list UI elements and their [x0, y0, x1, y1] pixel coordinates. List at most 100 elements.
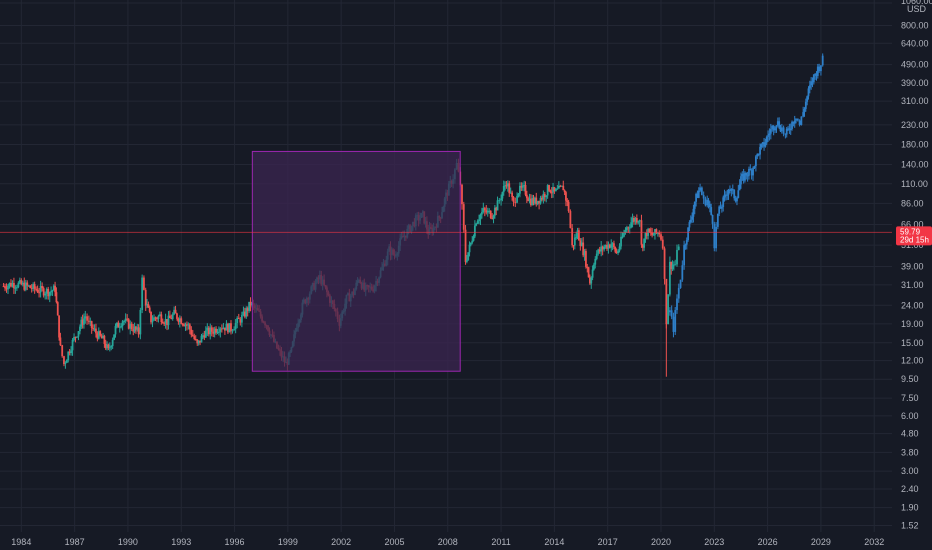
- x-tick-label: 2008: [438, 537, 458, 547]
- candle-body: [615, 251, 618, 254]
- candle-body: [163, 323, 166, 325]
- candle-body: [234, 322, 237, 330]
- candle-body: [524, 184, 527, 195]
- projection-candle-body: [742, 174, 745, 181]
- candle-body: [86, 316, 88, 321]
- projection-candle-body: [679, 279, 682, 288]
- projection-candle-body: [802, 112, 805, 117]
- projection-candle-body: [784, 133, 787, 135]
- projection-candle-body: [691, 216, 693, 220]
- candle-body: [240, 315, 243, 323]
- candle-body: [35, 288, 38, 290]
- candle-body: [206, 327, 209, 331]
- projection-candles: [668, 53, 824, 338]
- candle-body: [48, 292, 51, 297]
- candle-body: [104, 343, 107, 349]
- candle-body: [23, 282, 26, 290]
- candle-body: [41, 285, 44, 289]
- candle-body: [102, 335, 104, 339]
- candle-body: [586, 266, 589, 268]
- candle-body: [156, 318, 158, 320]
- candle-body: [130, 323, 133, 330]
- candle-body: [197, 340, 200, 344]
- projection-candle-body: [789, 128, 792, 130]
- projection-candle-body: [757, 153, 760, 155]
- candle-body: [556, 188, 559, 190]
- projection-candle-body: [708, 203, 711, 208]
- candle-body: [184, 324, 187, 327]
- candle-body: [514, 202, 517, 204]
- projection-candle-body: [699, 187, 701, 191]
- projection-candle-body: [774, 128, 776, 131]
- candle-body: [141, 277, 144, 310]
- candle-body: [651, 232, 654, 235]
- y-tick-label: 1.52: [901, 520, 919, 530]
- candle-body: [557, 185, 560, 189]
- price-axis[interactable]: [892, 0, 932, 550]
- candle-body: [677, 246, 680, 250]
- candle-body: [129, 323, 132, 329]
- candle-body: [56, 302, 59, 316]
- projection-candle-body: [688, 222, 691, 228]
- candle-body: [38, 292, 40, 294]
- candle-body: [536, 200, 539, 205]
- candle-body: [500, 198, 502, 201]
- candle-body: [187, 324, 190, 326]
- candle-body: [71, 339, 74, 351]
- candle-body: [546, 185, 549, 196]
- candle-body: [178, 318, 181, 322]
- y-tick-label: 3.80: [901, 447, 919, 457]
- projection-candle-body: [787, 128, 789, 130]
- candle-body: [8, 282, 11, 286]
- projection-candle-body: [812, 74, 815, 83]
- y-tick-label: 390.00: [901, 78, 929, 88]
- projection-candle-body: [696, 193, 699, 198]
- highlight-box[interactable]: [251, 150, 461, 372]
- candle-body: [613, 243, 615, 248]
- candle-body: [548, 185, 550, 191]
- candle-body: [569, 211, 572, 229]
- y-tick-label: 1060.00: [901, 0, 932, 6]
- candle-body: [24, 282, 27, 290]
- x-tick-label: 2023: [704, 537, 724, 547]
- y-tick-label: 180.00: [901, 139, 929, 149]
- candle-body: [571, 228, 574, 246]
- candle-body: [42, 288, 45, 296]
- x-tick-label: 2005: [384, 537, 404, 547]
- y-tick-label: 140.00: [901, 160, 929, 170]
- candle-body: [595, 253, 598, 259]
- candle-body: [516, 195, 518, 203]
- projection-candle-body: [785, 128, 788, 135]
- candle-body: [21, 282, 24, 285]
- candle-body: [590, 277, 593, 284]
- candle-body: [625, 227, 628, 231]
- y-tick-label: 2.40: [901, 484, 919, 494]
- candle-body: [79, 326, 81, 332]
- candle-body: [143, 277, 145, 290]
- candle-body: [521, 185, 524, 188]
- projection-candle-body: [780, 127, 783, 132]
- candle-body: [512, 196, 515, 203]
- candle-body: [611, 243, 614, 245]
- candle-body: [601, 246, 604, 250]
- candle-body: [181, 323, 184, 325]
- candle-body: [670, 261, 673, 269]
- candle-body: [209, 327, 212, 335]
- projection-candle-body: [788, 128, 791, 130]
- candle-body: [39, 285, 42, 293]
- candle-body: [242, 311, 245, 316]
- candle-body: [107, 344, 110, 349]
- candle-body: [645, 232, 648, 236]
- candle-body: [200, 335, 203, 343]
- candle-body: [45, 288, 48, 294]
- candle-body: [528, 198, 531, 201]
- candle-body: [124, 318, 127, 322]
- candle-body: [159, 314, 161, 316]
- candle-body: [154, 317, 157, 319]
- y-tick-label: 19.00: [901, 319, 924, 329]
- x-axis-ticks: 1984 1987 1990 1993 1996 1999 2002 2005 2008 2011…: [11, 537, 884, 547]
- candle-body: [10, 282, 12, 287]
- projection-candle-body: [706, 199, 709, 206]
- candle-body: [153, 317, 155, 321]
